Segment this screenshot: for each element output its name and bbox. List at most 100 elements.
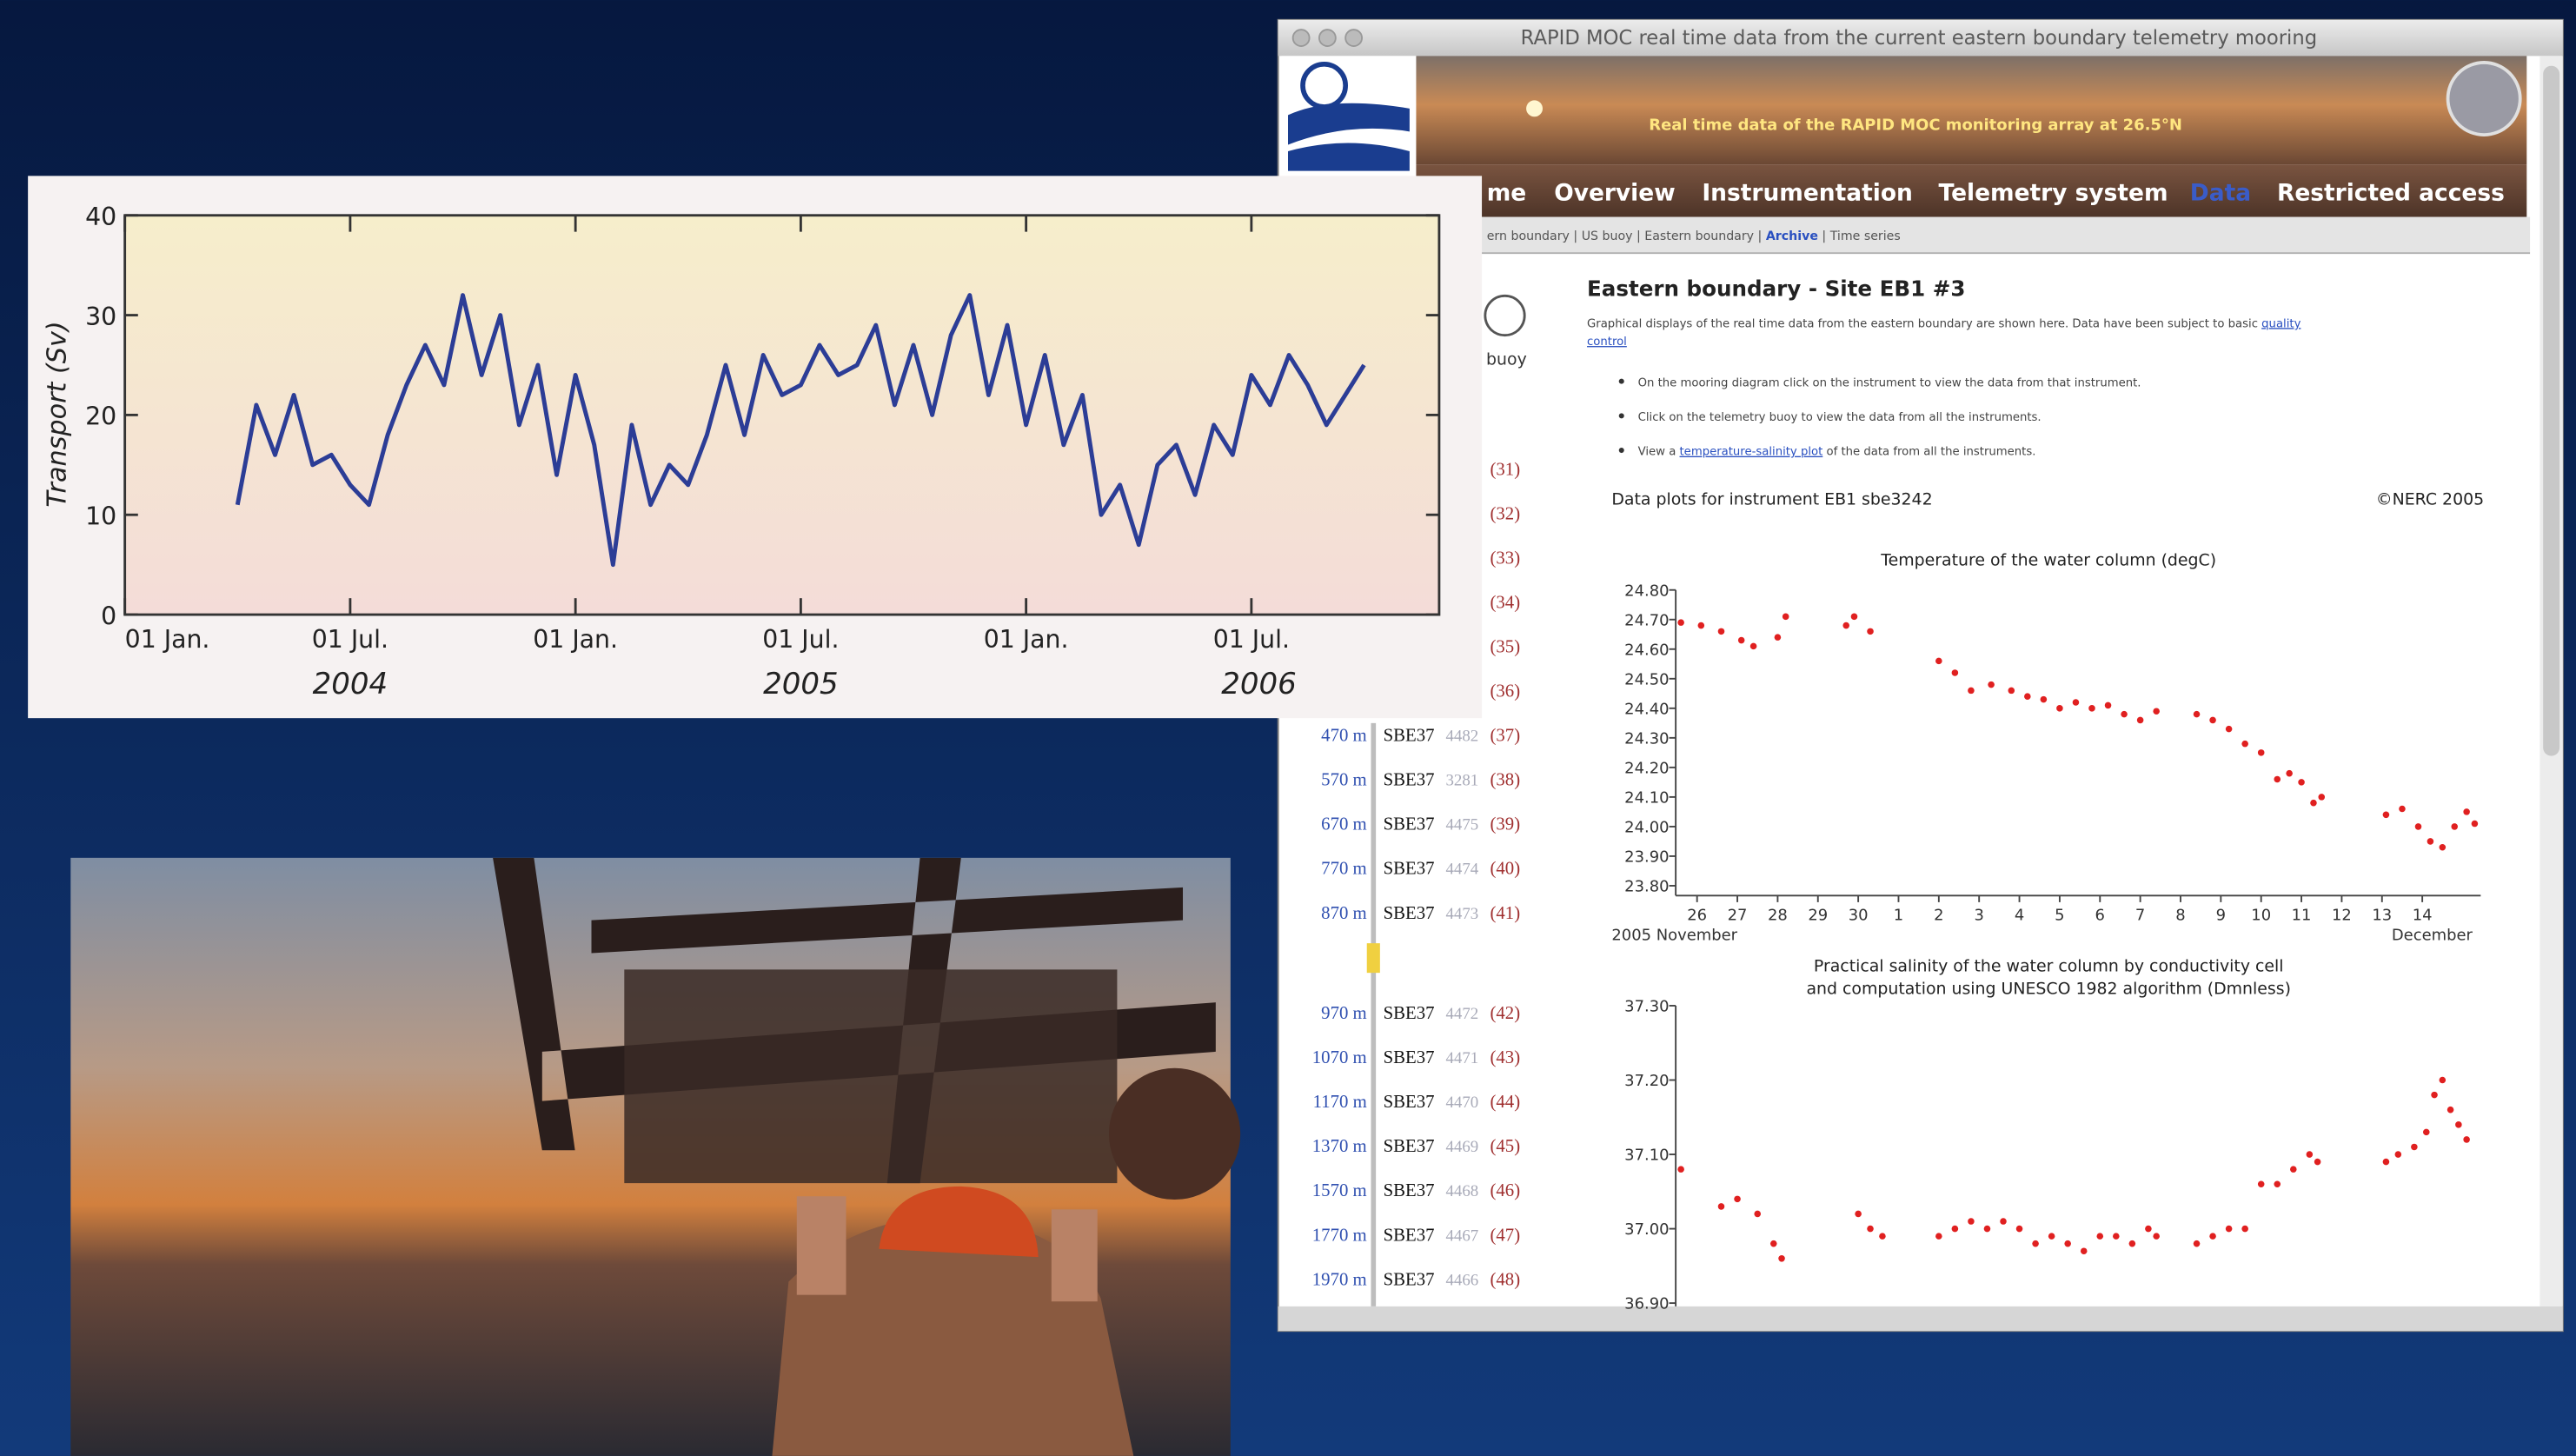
- instrument-serial: 4467: [1445, 1227, 1478, 1245]
- zoom-button[interactable]: [1344, 29, 1364, 47]
- minimize-button[interactable]: [1318, 29, 1337, 47]
- y-tick-label: 40: [85, 203, 116, 231]
- sun: [1526, 100, 1543, 117]
- x-tick-label: 01 Jan.: [125, 625, 210, 654]
- data-point: [2096, 1233, 2104, 1240]
- breadcrumb-bar: [1416, 216, 2531, 254]
- link[interactable]: temperature-salinity plot: [1680, 446, 1823, 459]
- instrument-model[interactable]: SBE37: [1384, 1269, 1435, 1289]
- x-tick-label: 27: [1728, 907, 1748, 925]
- data-point: [2427, 838, 2434, 845]
- status-bar: [1278, 1306, 2563, 1332]
- nav-item[interactable]: Overview: [1554, 180, 1675, 207]
- data-point: [2104, 701, 2112, 709]
- data-point: [2032, 1240, 2039, 1247]
- data-point: [2447, 1106, 2454, 1114]
- instrument-depth: 1570 m: [1312, 1180, 1367, 1200]
- nav-item[interactable]: Restricted access: [2277, 180, 2505, 207]
- instrument-depth: 1970 m: [1312, 1269, 1367, 1289]
- x-tick-label: 29: [1808, 907, 1828, 925]
- data-point: [2399, 805, 2406, 813]
- close-button[interactable]: [1291, 29, 1311, 47]
- data-point: [2455, 1121, 2462, 1128]
- scroll-thumb[interactable]: [2543, 65, 2560, 756]
- data-point: [2257, 749, 2265, 756]
- instrument-model[interactable]: SBE37: [1384, 1047, 1435, 1067]
- instrument-index[interactable]: (33): [1490, 548, 1521, 568]
- data-point: [2314, 1158, 2321, 1166]
- instrument-depth: 1370 m: [1312, 1136, 1367, 1156]
- instrument-model[interactable]: SBE37: [1384, 726, 1435, 746]
- data-point: [1951, 669, 1959, 676]
- instrument-index: (43): [1490, 1047, 1521, 1067]
- y-tick-label: 37.10: [1624, 1147, 1669, 1165]
- instrument-model[interactable]: SBE37: [1384, 1136, 1435, 1156]
- nav-item[interactable]: me: [1487, 180, 1527, 207]
- x-tick-label: 8: [2175, 907, 2185, 925]
- instrument-index: (44): [1490, 1092, 1521, 1112]
- link[interactable]: control: [1587, 336, 1627, 349]
- instrument-model[interactable]: SBE37: [1384, 814, 1435, 834]
- window-title: RAPID MOC real time data from the curren…: [1521, 27, 2317, 50]
- data-point: [2451, 823, 2459, 830]
- instrument-index[interactable]: (34): [1490, 593, 1521, 613]
- data-point: [2113, 1233, 2120, 1240]
- instrument-model[interactable]: SBE37: [1384, 770, 1435, 790]
- data-point: [1697, 622, 1705, 629]
- instrument-model[interactable]: SBE37: [1384, 1003, 1435, 1023]
- instrument-index[interactable]: (32): [1490, 503, 1521, 523]
- rig-wheel: [1108, 1067, 1241, 1200]
- data-point: [2422, 1128, 2430, 1136]
- banner-text: Real time data of the RAPID MOC monitori…: [1649, 116, 2182, 134]
- instrument-model[interactable]: SBE37: [1384, 1180, 1435, 1200]
- data-point: [2471, 820, 2479, 828]
- intro: Graphical displays of the real time data…: [1587, 317, 2301, 330]
- browser-window: RAPID MOC real time data from the curren…: [1277, 18, 2564, 1333]
- x-tick-label: 13: [2372, 907, 2392, 925]
- data-point: [1677, 619, 1684, 626]
- copyright: ©NERC 2005: [2376, 489, 2484, 509]
- bullet: [1618, 413, 1624, 419]
- instrument-serial: 4475: [1445, 816, 1478, 834]
- data-point: [2145, 1225, 2152, 1233]
- data-point: [1935, 657, 1942, 665]
- instrument-model[interactable]: SBE37: [1384, 1225, 1435, 1245]
- instrument-model[interactable]: SBE37: [1384, 859, 1435, 879]
- data-point: [2040, 695, 2048, 703]
- breadcrumb-active[interactable]: Archive: [1766, 229, 1818, 243]
- data-point: [2241, 1225, 2248, 1233]
- instrument-depth: 1170 m: [1313, 1092, 1367, 1112]
- data-point: [1951, 1225, 1959, 1233]
- x-tick-label: 1: [1894, 907, 1903, 925]
- link[interactable]: quality: [2261, 317, 2300, 330]
- instrument-index: (39): [1490, 814, 1521, 834]
- nav-item[interactable]: Data: [2190, 180, 2251, 207]
- instrument-depth: 1770 m: [1312, 1225, 1367, 1245]
- instrument-model[interactable]: SBE37: [1384, 903, 1435, 923]
- instrument-depth: 670 m: [1321, 814, 1367, 834]
- instrument-index[interactable]: (36): [1490, 681, 1521, 701]
- data-point: [1734, 1195, 1741, 1203]
- instrument-model[interactable]: SBE37: [1384, 1092, 1435, 1112]
- instrument-serial: 4473: [1445, 905, 1478, 923]
- x-tick-label: 3: [1974, 907, 1983, 925]
- data-point: [2382, 811, 2390, 819]
- instrument-index[interactable]: (31): [1490, 459, 1521, 479]
- buoy-icon[interactable]: [1484, 294, 1526, 337]
- x-tick-label: 5: [2055, 907, 2064, 925]
- data-point: [2241, 740, 2248, 748]
- hard-hat: [879, 1186, 1039, 1258]
- data-point: [1782, 613, 1789, 621]
- nav-item[interactable]: Instrumentation: [1702, 180, 1913, 207]
- nav-item[interactable]: Telemetry system: [1939, 180, 2168, 207]
- x-tick-label: 11: [2292, 907, 2312, 925]
- data-point: [1855, 1210, 1862, 1218]
- bullet-text: Click on the telemetry buoy to view the …: [1638, 411, 2042, 424]
- instrument-index[interactable]: (35): [1490, 637, 1521, 657]
- data-point: [2274, 775, 2281, 783]
- bullet: [1618, 378, 1624, 384]
- data-point: [2318, 794, 2326, 801]
- data-point: [2209, 716, 2216, 724]
- photo: [70, 857, 1241, 1456]
